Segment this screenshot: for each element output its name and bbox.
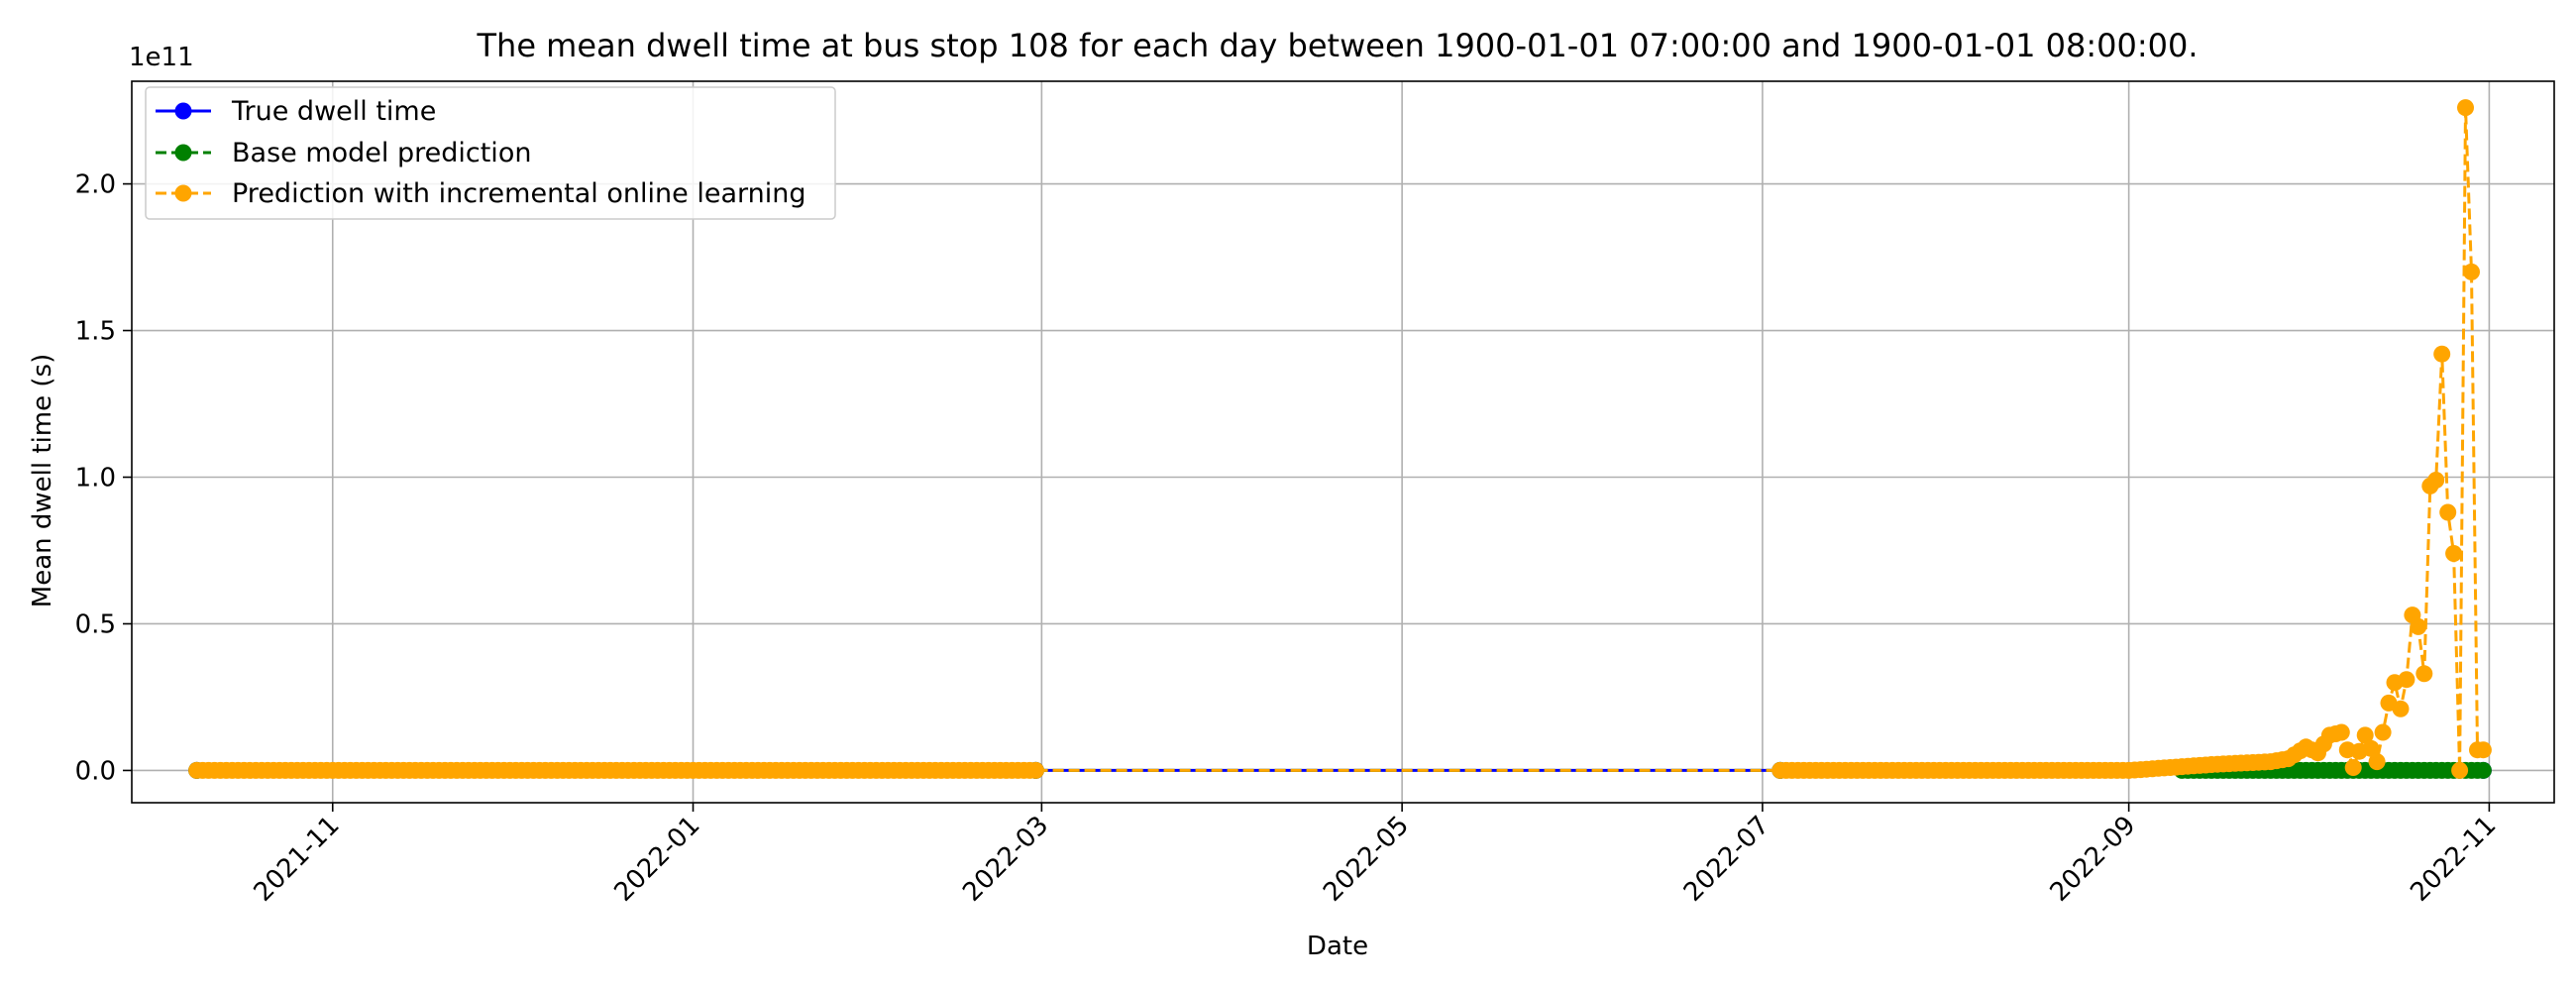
data-point — [2474, 741, 2492, 759]
y-tick-label: 2.0 — [75, 170, 116, 200]
data-point — [2392, 700, 2410, 717]
data-point — [2474, 761, 2492, 779]
plot-frame — [131, 80, 2555, 804]
legend-entry-base: Base model prediction — [156, 138, 531, 168]
data-point — [2356, 726, 2374, 744]
data-point — [2374, 723, 2392, 741]
data-point — [2344, 759, 2362, 776]
legend: True dwell time Base model prediction Pr… — [145, 86, 836, 220]
data-point — [2433, 345, 2451, 363]
legend-entry-online: Prediction with incremental online learn… — [156, 178, 806, 209]
y-tick-label: 0.0 — [75, 756, 116, 786]
y-offset-text: 1e11 — [129, 43, 194, 72]
data-point — [2451, 761, 2469, 779]
data-point — [2410, 617, 2427, 635]
data-point — [2332, 723, 2350, 741]
legend-entry-true: True dwell time — [156, 96, 436, 127]
y-tick-label: 1.0 — [75, 464, 116, 494]
data-point — [2415, 665, 2433, 683]
y-tick-label: 0.5 — [75, 609, 116, 639]
legend-swatch-true-marker — [174, 102, 192, 120]
legend-swatch-online-marker — [174, 184, 192, 202]
data-point — [2457, 99, 2474, 117]
series-2 — [188, 99, 2492, 779]
data-point — [2398, 671, 2415, 689]
data-point — [2427, 472, 2445, 489]
chart-title: The mean dwell time at bus stop 108 for … — [476, 27, 2198, 64]
data-point — [2445, 545, 2463, 562]
series-layer — [188, 99, 2492, 779]
data-point — [2463, 263, 2480, 280]
x-axis-label: Date — [1307, 932, 1368, 961]
legend-label-base: Base model prediction — [232, 138, 531, 168]
data-point — [2368, 753, 2386, 771]
data-point — [2439, 503, 2457, 521]
legend-label-online: Prediction with incremental online learn… — [232, 178, 806, 209]
legend-swatch-base-marker — [174, 144, 192, 162]
legend-box — [145, 86, 836, 220]
y-tick-label: 1.5 — [75, 317, 116, 347]
legend-label-true: True dwell time — [231, 96, 436, 127]
data-point — [2362, 739, 2380, 757]
y-axis-label: Mean dwell time (s) — [28, 354, 57, 607]
data-point — [1026, 761, 1044, 779]
